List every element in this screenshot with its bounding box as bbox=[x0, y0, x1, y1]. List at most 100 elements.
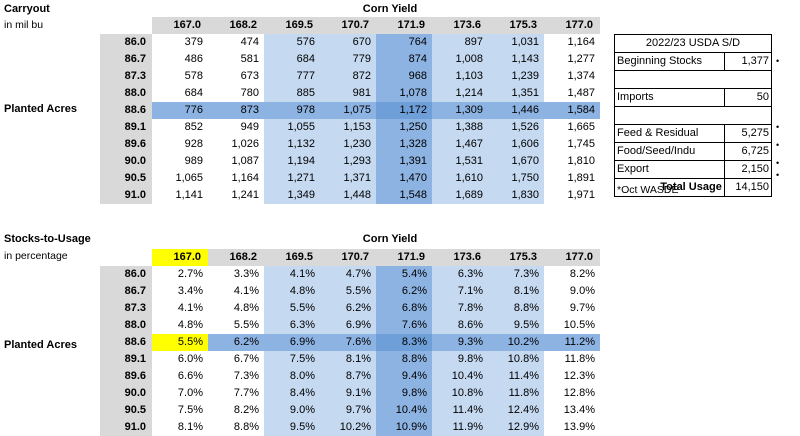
table-cell: 1,143 bbox=[488, 51, 544, 68]
table-cell: 1,141 bbox=[175, 189, 203, 201]
table-cell: 578 bbox=[184, 70, 203, 82]
acres-row-header: 89.6 bbox=[100, 136, 152, 153]
table-cell: 1,971 bbox=[567, 189, 595, 201]
table-cell: 6.2% bbox=[376, 283, 432, 300]
sd-total-row: Total Usage 14,150 bbox=[614, 178, 773, 197]
table-cell: 1,810 bbox=[567, 155, 595, 167]
table-cell: 1,065 bbox=[175, 172, 203, 184]
table-cell: 1,239 bbox=[488, 68, 544, 85]
table-cell: 3.4% bbox=[177, 285, 203, 297]
table-cell: 1,277 bbox=[567, 53, 595, 65]
table-cell: 6.0% bbox=[177, 353, 203, 365]
table-cell: 8.2% bbox=[569, 268, 595, 280]
yield-header-cell: 171.9 bbox=[376, 17, 432, 34]
sd-export-label: Export bbox=[614, 160, 725, 179]
table-row: 90.0 989 1,087 1,194 1,293 1,391 1,531 1,670 1,8… bbox=[100, 153, 600, 170]
table-cell: 6.8% bbox=[376, 300, 432, 317]
table-cell: 8.8% bbox=[233, 421, 259, 433]
acres-row-header: 86.0 bbox=[100, 266, 152, 283]
stu-title: Stocks-to-Usage bbox=[4, 233, 91, 245]
table-cell: 6.3% bbox=[264, 317, 320, 334]
table-cell: 1,309 bbox=[432, 102, 488, 119]
table-row: 90.5 1,065 1,164 1,271 1,371 1,470 1,610 1,750 1… bbox=[100, 170, 600, 187]
table-cell: 978 bbox=[264, 102, 320, 119]
table-cell: 13.9% bbox=[563, 421, 595, 433]
table-cell: 852 bbox=[184, 121, 203, 133]
table-cell: 9.5% bbox=[488, 317, 544, 334]
table-cell: 873 bbox=[208, 102, 264, 119]
table-cell: 7.3% bbox=[488, 266, 544, 283]
table-cell: 872 bbox=[320, 68, 376, 85]
table-cell: 5.5% bbox=[233, 319, 259, 331]
acres-row-header: 89.1 bbox=[100, 351, 152, 368]
carryout-title: Carryout bbox=[4, 3, 50, 15]
sd-feed-value: 5,275 bbox=[723, 124, 773, 143]
table-cell: 10.2% bbox=[320, 419, 376, 436]
table-cell: 7.0% bbox=[177, 387, 203, 399]
table-cell: 8.1% bbox=[320, 351, 376, 368]
table-cell: 8.3% bbox=[376, 334, 432, 351]
table-cell: 379 bbox=[184, 36, 203, 48]
table-cell: 6.2% bbox=[320, 300, 376, 317]
table-cell: 1,103 bbox=[432, 68, 488, 85]
table-cell: 1,026 bbox=[231, 138, 259, 150]
acres-row-header: 91.0 bbox=[100, 419, 152, 436]
table-cell: 1,374 bbox=[567, 70, 595, 82]
table-cell: 1,214 bbox=[432, 85, 488, 102]
yield-header-cell: 170.7 bbox=[320, 249, 376, 266]
table-row: 86.7 486 581 684 779 874 1,008 1,143 1,277 bbox=[100, 51, 600, 68]
table-cell: 9.0% bbox=[264, 402, 320, 419]
acres-row-header: 90.0 bbox=[100, 385, 152, 402]
table-cell: 897 bbox=[432, 34, 488, 51]
carryout-planted-acres-label: Planted Acres bbox=[4, 103, 77, 115]
acres-row-header: 87.3 bbox=[100, 68, 152, 85]
sd-imports-value: 50 bbox=[723, 88, 773, 107]
table-cell: 10.5% bbox=[563, 319, 595, 331]
acres-row-header: 88.6 bbox=[100, 102, 152, 119]
yield-header-cell: 169.5 bbox=[264, 249, 320, 266]
table-cell: 6.2% bbox=[208, 334, 264, 351]
sd-total-label: Total Usage bbox=[614, 178, 725, 197]
yield-header-cell: 177.0 bbox=[544, 249, 600, 266]
table-row: 91.0 1,141 1,241 1,349 1,448 1,548 1,689 1,830 1… bbox=[100, 187, 600, 204]
table-cell: 1,087 bbox=[231, 155, 259, 167]
yield-header-cell: 173.6 bbox=[432, 17, 488, 34]
table-cell: 1,665 bbox=[567, 121, 595, 133]
table-row: 88.6 776 873 978 1,075 1,172 1,309 1,446 1,584 bbox=[100, 102, 600, 119]
sd-food-label: Food/Seed/Indu bbox=[614, 142, 725, 161]
yield-header-cell: 177.0 bbox=[544, 17, 600, 34]
table-cell: 9.0% bbox=[569, 285, 595, 297]
table-cell: 7.8% bbox=[432, 300, 488, 317]
table-row: 91.0 8.1% 8.8% 9.5% 10.2% 10.9% 11.9% 12.9% 13.9… bbox=[100, 419, 600, 436]
stu-table: 167.0 168.2 169.5 170.7 171.9 173.6 175.3 177.0… bbox=[100, 249, 600, 436]
table-cell: 3.3% bbox=[233, 268, 259, 280]
table-cell: 4.1% bbox=[233, 285, 259, 297]
sd-title-row: 2022/23 USDA S/D bbox=[614, 34, 772, 53]
table-cell: 7.5% bbox=[264, 351, 320, 368]
table-cell: 684 bbox=[264, 51, 320, 68]
sd-marker-beginning: • bbox=[776, 56, 780, 66]
acres-row-header: 90.0 bbox=[100, 153, 152, 170]
table-cell: 1,351 bbox=[488, 85, 544, 102]
yield-header-row: 167.0 168.2 169.5 170.7 171.9 173.6 175.3 177.0 bbox=[100, 17, 600, 34]
table-cell: 11.4% bbox=[488, 368, 544, 385]
table-cell: 9.7% bbox=[569, 302, 595, 314]
table-cell: 5.4% bbox=[376, 266, 432, 283]
table-cell: 1,830 bbox=[488, 187, 544, 204]
table-cell: 10.9% bbox=[376, 419, 432, 436]
table-cell: 779 bbox=[320, 51, 376, 68]
table-cell: 7.6% bbox=[376, 317, 432, 334]
table-cell: 6.7% bbox=[233, 353, 259, 365]
sd-imports-row: Imports 50 bbox=[614, 88, 773, 107]
table-cell: 1,230 bbox=[320, 136, 376, 153]
table-cell: 8.1% bbox=[177, 421, 203, 433]
table-cell: 1,467 bbox=[432, 136, 488, 153]
table-cell: 1,446 bbox=[488, 102, 544, 119]
table-row: 88.0 684 780 885 981 1,078 1,214 1,351 1,487 bbox=[100, 85, 600, 102]
table-cell: 9.4% bbox=[376, 368, 432, 385]
table-cell: 673 bbox=[240, 70, 259, 82]
table-cell: 8.4% bbox=[264, 385, 320, 402]
carryout-yield-label: Corn Yield bbox=[362, 3, 418, 15]
table-cell: 4.8% bbox=[233, 302, 259, 314]
table-cell: 7.7% bbox=[233, 387, 259, 399]
